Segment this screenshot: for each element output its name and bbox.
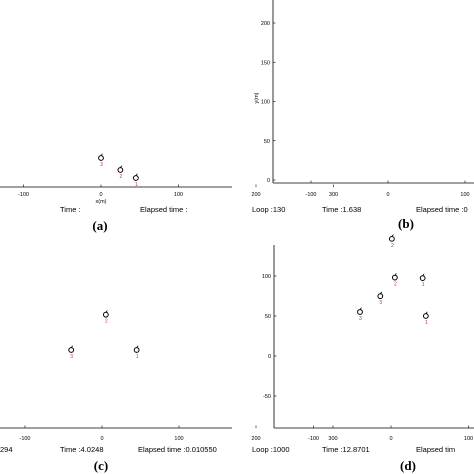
panel-3-x-tick-label: 100 bbox=[174, 436, 183, 442]
panel-4-y-tick-label: -50 bbox=[263, 394, 271, 400]
panel-1-status-elapsed: Elapsed time : bbox=[140, 205, 188, 214]
panel-3-point-1-heading bbox=[136, 345, 139, 348]
panel-1-point-label-3: 3 bbox=[100, 162, 103, 168]
panel-2-x-tick-label: 0 bbox=[386, 192, 389, 198]
panel-3-point-3-heading bbox=[70, 345, 74, 348]
panel-2-point-label-1: 1 bbox=[422, 282, 425, 288]
panel-2-x-tick-label: -100 bbox=[305, 192, 316, 198]
panel-3-point-label-2: 2 bbox=[105, 319, 108, 325]
panel-3-status-loop: 294 bbox=[0, 445, 13, 454]
panel-3-point-2-heading bbox=[105, 310, 108, 313]
panel-2-status-elapsed: Elapsed time :0 bbox=[416, 205, 468, 214]
panel-2-y-tick-label: 150 bbox=[261, 60, 270, 66]
panel-2-y-tick-label: 0 bbox=[267, 178, 270, 184]
panel-2-y-tick-label: 50 bbox=[264, 139, 270, 145]
panel-1-point-3 bbox=[98, 155, 104, 161]
panel-3-caption: (c) bbox=[94, 458, 108, 473]
panel-4-point-label-1: 1 bbox=[425, 320, 428, 326]
panel-1-point-1-heading bbox=[135, 173, 138, 176]
panel-3-x-tick-label: 0 bbox=[100, 436, 103, 442]
panel-4-point-label-2: 2 bbox=[394, 282, 397, 288]
panel-4-y-tick-label: 0 bbox=[268, 354, 271, 360]
panel-4-status-loop: Loop :1000 bbox=[252, 445, 290, 454]
panel-1-x-axis-label: x(m) bbox=[96, 199, 107, 205]
panel-4-point-2-heading bbox=[394, 273, 397, 276]
panel-1-x-tick-label: 0 bbox=[99, 192, 102, 198]
panel-2-point-1 bbox=[419, 275, 426, 282]
panel-1-x-tick-label: -100 bbox=[18, 192, 29, 198]
panel-2-status-loop: Loop :130 bbox=[252, 205, 285, 214]
panel-4-x-tick-label: -100 bbox=[308, 436, 319, 442]
panel-1-x-tick-label: 100 bbox=[174, 192, 183, 198]
panel-2-y-axis-label: y(m) bbox=[254, 92, 260, 103]
panel-2-point-label-2: 2 bbox=[391, 243, 394, 249]
panel-2-point-2-heading bbox=[391, 234, 394, 237]
panel-1-point-3-heading bbox=[100, 153, 103, 156]
panel-4-status-elapsed: Elapsed tim bbox=[416, 445, 455, 454]
panel-1-point-2-heading bbox=[120, 165, 123, 168]
panel-3-x-tick-label: 300 bbox=[328, 436, 337, 442]
panel-4-point-label-3: 3 bbox=[359, 316, 362, 322]
panel-3-point-label-3: 3 bbox=[70, 354, 73, 360]
panel-1-point-label-2: 2 bbox=[119, 174, 122, 180]
panel-2-point-1-heading bbox=[422, 273, 425, 276]
panel-3-point-3 bbox=[68, 347, 75, 353]
panel-4-point-3 bbox=[357, 309, 363, 315]
panel-4-x-tick-label: 100 bbox=[464, 436, 473, 442]
panel-3-point-1 bbox=[133, 347, 140, 353]
panel-1-status-time: Time : bbox=[60, 205, 81, 214]
panel-4-point-2 bbox=[391, 274, 398, 281]
panel-4-status-time: Time :12.8701 bbox=[322, 445, 370, 454]
panel-2-y-tick-label: 200 bbox=[261, 21, 270, 27]
panel-1-point-1 bbox=[132, 175, 139, 181]
panel-3-x-tick-label: -100 bbox=[19, 436, 30, 442]
panel-2-y-tick-label: 100 bbox=[261, 100, 270, 106]
panel-3-point-2 bbox=[102, 311, 109, 318]
panel-4-y-tick-label: 100 bbox=[262, 274, 271, 280]
panel-2-caption: (b) bbox=[398, 216, 414, 231]
panel-1-x-tick-label: 300 bbox=[329, 192, 338, 198]
panel-3-x-tick-label: 200 bbox=[251, 436, 260, 442]
panel-2-point-3-heading bbox=[379, 291, 383, 295]
panel-4-point-3-heading bbox=[359, 307, 362, 310]
panel-1-point-2 bbox=[117, 167, 124, 173]
panel-4-caption: (d) bbox=[400, 458, 416, 473]
panel-4-point-1 bbox=[422, 313, 429, 319]
panel-3-point-label-1: 1 bbox=[136, 354, 139, 360]
panel-2-status-time: Time :1.638 bbox=[322, 205, 361, 214]
panel-2-point-label-3: 3 bbox=[379, 300, 382, 306]
panel-1-point-label-1: 1 bbox=[135, 182, 138, 188]
panel-4-point-1-heading bbox=[425, 311, 428, 314]
panel-1-x-tick-label: 200 bbox=[251, 192, 260, 198]
panel-2-x-tick-label: 100 bbox=[460, 192, 469, 198]
panel-1-caption: (a) bbox=[92, 218, 107, 233]
panel-2-point-2 bbox=[388, 235, 395, 242]
panel-3-status-elapsed: Elapsed time :0.010550 bbox=[138, 445, 217, 454]
panel-3-status-time: Time :4.0248 bbox=[60, 445, 104, 454]
panel-2-point-3 bbox=[377, 293, 384, 300]
panel-4-y-tick-label: 50 bbox=[265, 314, 271, 320]
panel-4-x-tick-label: 0 bbox=[389, 436, 392, 442]
